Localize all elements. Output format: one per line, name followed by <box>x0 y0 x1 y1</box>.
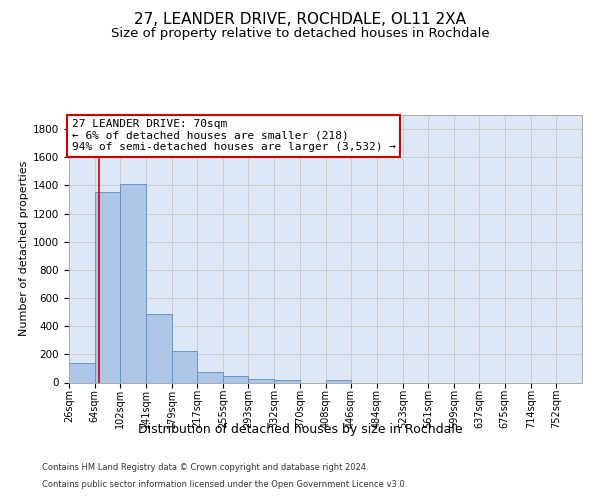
Text: Contains public sector information licensed under the Open Government Licence v3: Contains public sector information licen… <box>42 480 407 489</box>
Text: Distribution of detached houses by size in Rochdale: Distribution of detached houses by size … <box>137 422 463 436</box>
Bar <box>172 351 197 382</box>
Text: 27 LEANDER DRIVE: 70sqm
← 6% of detached houses are smaller (218)
94% of semi-de: 27 LEANDER DRIVE: 70sqm ← 6% of detached… <box>71 119 395 152</box>
Text: Size of property relative to detached houses in Rochdale: Size of property relative to detached ho… <box>110 28 490 40</box>
Text: 27, LEANDER DRIVE, ROCHDALE, OL11 2XA: 27, LEANDER DRIVE, ROCHDALE, OL11 2XA <box>134 12 466 28</box>
Text: Contains HM Land Registry data © Crown copyright and database right 2024.: Contains HM Land Registry data © Crown c… <box>42 462 368 471</box>
Bar <box>325 380 351 382</box>
Bar <box>274 380 300 382</box>
Bar <box>223 376 248 382</box>
Bar <box>95 192 120 382</box>
Y-axis label: Number of detached properties: Number of detached properties <box>19 161 29 336</box>
Bar <box>120 184 146 382</box>
Bar <box>146 314 172 382</box>
Bar <box>248 378 274 382</box>
Bar <box>197 372 223 382</box>
Bar <box>69 364 95 382</box>
